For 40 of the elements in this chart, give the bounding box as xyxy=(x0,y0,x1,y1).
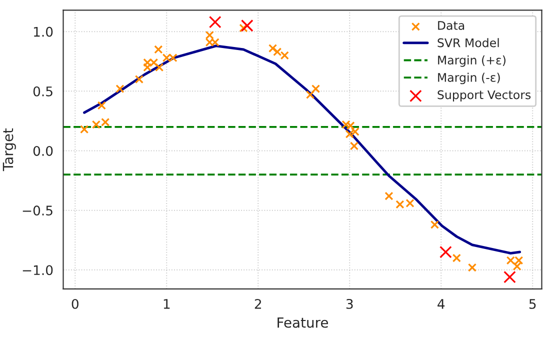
legend-label: Margin (-ε) xyxy=(438,72,500,84)
point xyxy=(97,101,106,110)
legend-label: Data xyxy=(438,21,464,30)
point xyxy=(80,125,89,134)
x-tick-label: 2 xyxy=(254,298,262,309)
point xyxy=(240,19,254,32)
point xyxy=(350,142,358,150)
y-axis-title: Target xyxy=(2,128,16,172)
point xyxy=(468,263,477,272)
x-tick-label: 4 xyxy=(438,299,445,309)
point xyxy=(311,84,320,94)
x-axis-title: Feature xyxy=(278,317,328,328)
point xyxy=(384,192,394,200)
point xyxy=(116,84,124,94)
point xyxy=(268,44,278,53)
point xyxy=(430,220,440,229)
legend-label: Support Vectors xyxy=(438,90,531,102)
y-tick-label: 0.0 xyxy=(33,146,53,156)
point xyxy=(208,16,222,28)
y-tick-label: 1.0 xyxy=(34,26,53,37)
point xyxy=(143,63,152,72)
x-tick-label: 0 xyxy=(72,298,78,309)
x-tick-label: 5 xyxy=(529,299,536,309)
y-tick-label: −1.0 xyxy=(22,265,53,276)
point xyxy=(134,74,144,84)
x-tick-label: 3 xyxy=(346,298,353,309)
point xyxy=(154,45,163,54)
legend-label: SVR Model xyxy=(438,38,499,48)
point xyxy=(504,270,516,284)
legend-label: Margin (+ε) xyxy=(438,55,506,67)
y-tick-label: −0.5 xyxy=(22,206,52,216)
point xyxy=(512,262,522,271)
point xyxy=(439,246,452,258)
y-tick-label: 0.5 xyxy=(33,86,52,96)
point xyxy=(239,24,248,32)
x-tick-label: 1 xyxy=(164,299,170,309)
point xyxy=(306,90,315,100)
point xyxy=(205,30,214,40)
point xyxy=(452,254,461,262)
point xyxy=(155,63,164,72)
